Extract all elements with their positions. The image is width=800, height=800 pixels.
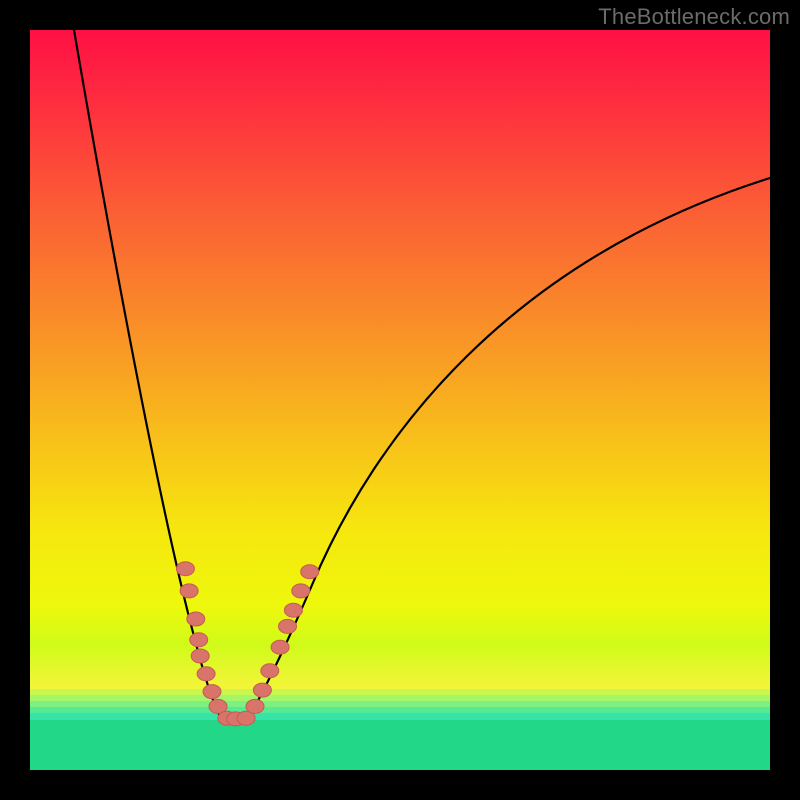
data-point	[253, 683, 271, 697]
data-point	[180, 584, 198, 598]
data-point	[292, 584, 310, 598]
data-point	[261, 664, 279, 678]
data-point	[271, 640, 289, 654]
data-point	[187, 612, 205, 626]
data-point	[203, 685, 221, 699]
curve-points-group	[176, 562, 318, 726]
data-point	[279, 619, 297, 633]
plot-area	[30, 30, 770, 770]
data-point	[176, 562, 194, 576]
data-point	[191, 649, 209, 663]
data-point	[246, 699, 264, 713]
bottleneck-curve	[74, 30, 770, 722]
data-point	[284, 603, 302, 617]
data-point	[190, 633, 208, 647]
chart-frame: TheBottleneck.com	[0, 0, 800, 800]
data-point	[301, 565, 319, 579]
watermark-text: TheBottleneck.com	[598, 4, 790, 30]
curve-overlay	[30, 30, 770, 770]
data-point	[197, 667, 215, 681]
